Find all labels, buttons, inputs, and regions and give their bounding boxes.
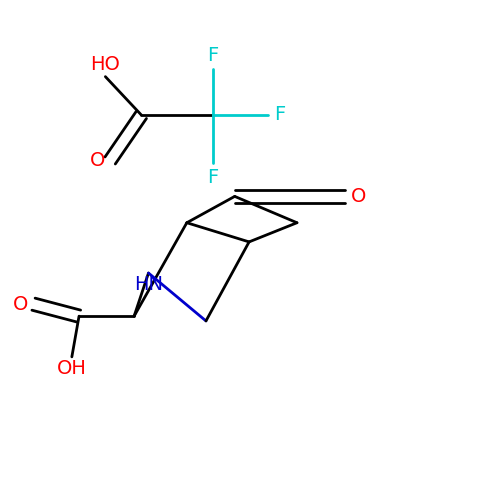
Text: F: F bbox=[207, 46, 219, 65]
Text: OH: OH bbox=[57, 359, 87, 378]
Text: HN: HN bbox=[134, 275, 163, 295]
Text: O: O bbox=[90, 151, 105, 170]
Text: O: O bbox=[12, 295, 28, 314]
Text: O: O bbox=[351, 187, 366, 206]
Text: F: F bbox=[207, 168, 219, 187]
Text: F: F bbox=[274, 105, 285, 125]
Text: HO: HO bbox=[91, 55, 120, 74]
